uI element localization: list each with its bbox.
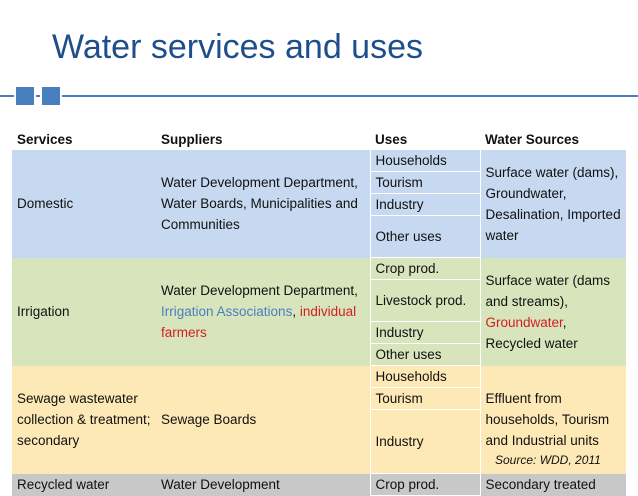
- header-water-sources: Water Sources: [485, 131, 580, 147]
- header-uses: Uses: [375, 131, 408, 147]
- supplier-text: Water Development Department,: [161, 283, 358, 298]
- water-services-table: Services Suppliers Uses Water Sources Do…: [12, 128, 626, 496]
- use-cell: Crop prod.: [369, 257, 481, 280]
- use-cell: Tourism: [369, 387, 481, 410]
- use-cell: Livestock prod.: [369, 279, 481, 322]
- use-cell: Industry: [369, 193, 481, 216]
- supplier-cell: Water Development: [156, 473, 370, 496]
- title-rule: [0, 87, 638, 105]
- source-text: , Recycled water: [485, 314, 578, 351]
- use-cell: Households: [369, 150, 481, 172]
- service-cell: Sewage wastewater collection & treatment…: [12, 365, 156, 474]
- table-row: Irrigation Water Development Department,…: [12, 257, 626, 366]
- supplier-cell: Water Development Department, Water Boar…: [156, 150, 370, 258]
- supplier-text: ,: [292, 304, 300, 319]
- supplier-highlight-red: individual farmers: [161, 304, 357, 340]
- service-cell: Domestic: [12, 150, 156, 258]
- header-suppliers: Suppliers: [161, 131, 223, 147]
- use-cell: Other uses: [369, 215, 481, 258]
- use-cell: Crop prod.: [369, 473, 481, 496]
- supplier-highlight-blue: Irrigation Associations: [161, 304, 293, 319]
- source-cell: Surface water (dams and streams), Ground…: [480, 257, 626, 366]
- use-cell: Other uses: [369, 343, 481, 366]
- supplier-cell: Sewage Boards: [156, 365, 370, 474]
- table-row: Sewage wastewater collection & treatment…: [12, 365, 626, 474]
- source-text: Surface water (dams and streams),: [485, 272, 611, 309]
- use-cell: Tourism: [369, 171, 481, 194]
- use-cell: Households: [369, 365, 481, 388]
- table-row: Recycled water Water Development Crop pr…: [12, 473, 626, 496]
- table-row: Domestic Water Development Department, W…: [12, 150, 626, 258]
- header-services: Services: [17, 131, 73, 147]
- source-cell: Surface water (dams), Groundwater, Desal…: [480, 150, 626, 258]
- source-cell: Effluent from households, Tourism and In…: [480, 365, 626, 474]
- source-cell: Secondary treated: [480, 473, 626, 496]
- use-cell: Industry: [369, 409, 481, 474]
- source-note: Source: WDD, 2011: [495, 453, 601, 467]
- table-header-row: Services Suppliers Uses Water Sources: [12, 128, 626, 150]
- slide-title: Water services and uses: [52, 28, 423, 66]
- source-highlight-red: Groundwater: [485, 314, 563, 330]
- service-cell: Irrigation: [12, 257, 156, 366]
- supplier-cell: Water Development Department, Irrigation…: [156, 257, 370, 366]
- service-cell: Recycled water: [12, 473, 156, 496]
- use-cell: Industry: [369, 321, 481, 344]
